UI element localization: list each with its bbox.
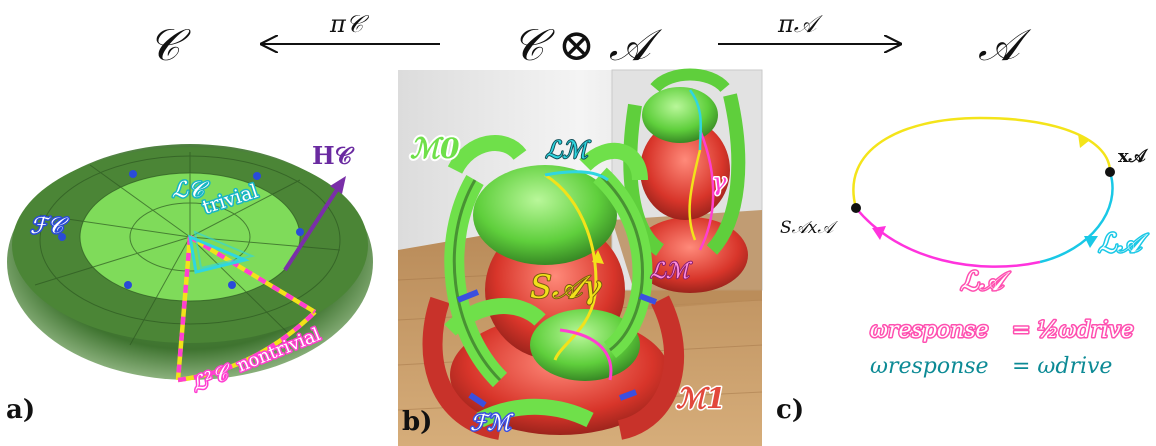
equation-full: ωresponse = ωdrive xyxy=(870,354,1112,379)
loop-magenta xyxy=(559,328,613,381)
arc-cyan xyxy=(1039,171,1114,264)
panel-c-tag: c) xyxy=(776,395,804,425)
h-vector-head xyxy=(330,176,346,194)
eq2-lhs: ωresponse xyxy=(870,354,989,379)
loop-cyan xyxy=(544,170,609,182)
lm-mirror-label: ℒℳ xyxy=(650,259,693,284)
lm-top-label: ℒℳ xyxy=(545,136,591,164)
loop-yellow xyxy=(544,173,598,361)
panel-a: H𝒞 ℱ𝒞 ℒ𝒞 trivial ℒ²𝒞 nontrivial a) xyxy=(6,141,373,425)
trivial-loop-outline xyxy=(193,230,256,270)
panel-b-tag: b) xyxy=(402,407,432,437)
panel-a-tag: a) xyxy=(6,395,35,425)
point-sx-a xyxy=(851,203,861,213)
fm-label: ℱℳ xyxy=(470,411,514,436)
arc-yellow xyxy=(852,116,1112,209)
eq2-rhs: = ωdrive xyxy=(1012,354,1112,379)
trivial-loop xyxy=(188,234,250,274)
l-a-bottom-label: ℒ𝒜 xyxy=(960,267,1011,297)
sa-gamma-label: S𝒜γ xyxy=(530,268,602,306)
gamma-label: γ xyxy=(712,168,727,196)
arc-magenta xyxy=(855,207,1041,268)
space-c-tensor-a: 𝒞 ⊗ 𝒜 xyxy=(512,20,663,71)
eq1-lhs: ωresponse xyxy=(870,318,989,343)
l-a-right-label: ℒ𝒜 xyxy=(1098,229,1149,259)
panel-b: ℳ0 ℒℳ γ ℒℳ S𝒜γ ℱℳ ℳ1 b) xyxy=(397,68,763,446)
space-c: 𝒞 xyxy=(148,20,191,71)
map-pi-c: π𝒞 xyxy=(329,10,370,38)
nontrivial-loop xyxy=(175,235,317,383)
m0-label: ℳ0 xyxy=(410,132,460,165)
space-a: 𝒜 xyxy=(978,20,1032,71)
equation-half: ωresponse = ½ωdrive xyxy=(869,317,1136,345)
arc-magenta-arrow xyxy=(872,226,886,240)
panel-c: x𝒜 S𝒜x𝒜 ℒ𝒜 ℒ𝒜 ωresponse = ½ωdrive ωrespo… xyxy=(776,116,1150,425)
h-label: H𝒞 xyxy=(312,141,355,170)
h-vector xyxy=(283,183,342,272)
main-object xyxy=(422,135,684,440)
point-x-a xyxy=(1105,167,1115,177)
sx-a-label: S𝒜x𝒜 xyxy=(780,218,838,238)
top-diagram: 𝒞 π𝒞 𝒞 ⊗ 𝒜 π𝒜 𝒜 xyxy=(148,10,1032,71)
m1-label: ℳ1 xyxy=(676,382,725,415)
fixed-points xyxy=(58,170,304,289)
arc-yellow-arrow xyxy=(1078,134,1090,148)
arc-cyan-arrow xyxy=(1084,236,1098,248)
trivial-loop-symbol: ℒ𝒞 xyxy=(172,178,210,203)
mirror-reflection xyxy=(623,68,748,293)
grid-lines xyxy=(34,152,341,346)
map-pi-a: π𝒜 xyxy=(777,10,824,38)
x-a-label: x𝒜 xyxy=(1118,146,1149,167)
eq1-rhs: = ½ωdrive xyxy=(1012,318,1134,343)
